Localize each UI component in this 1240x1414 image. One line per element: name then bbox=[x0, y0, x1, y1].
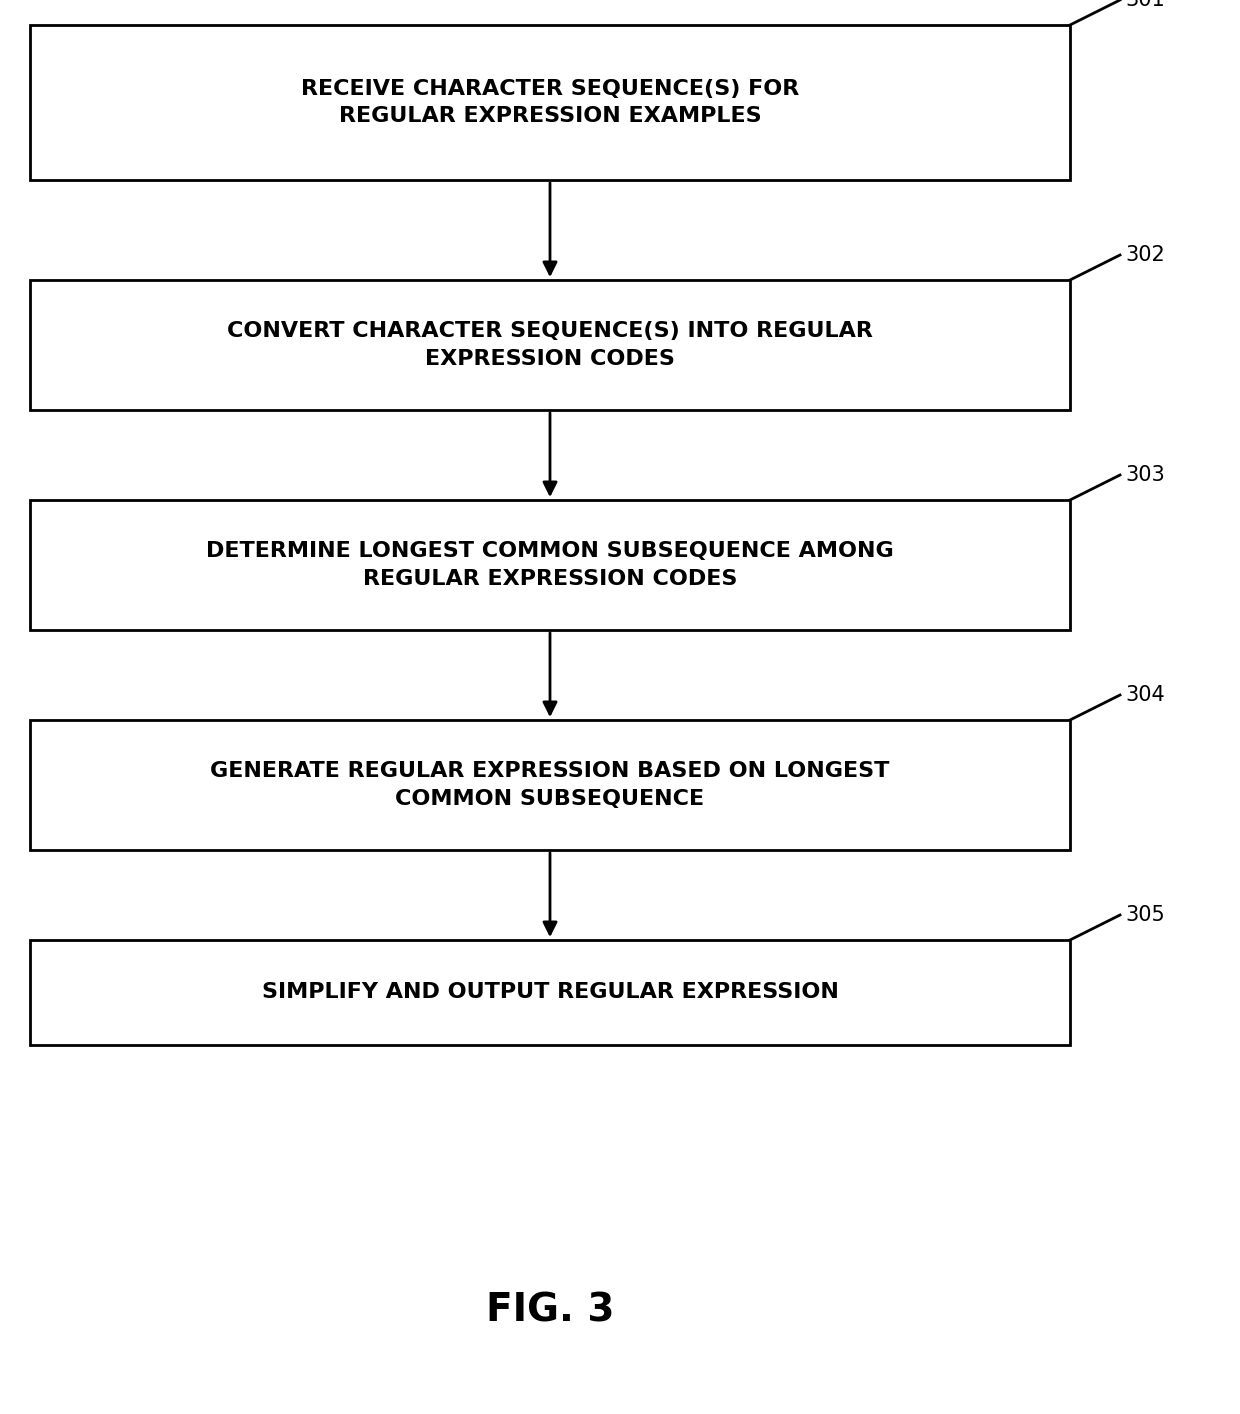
Text: 301: 301 bbox=[1125, 0, 1164, 10]
Text: 304: 304 bbox=[1125, 684, 1164, 706]
Text: CONVERT CHARACTER SEQUENCE(S) INTO REGULAR
EXPRESSION CODES: CONVERT CHARACTER SEQUENCE(S) INTO REGUL… bbox=[227, 321, 873, 369]
Text: 305: 305 bbox=[1125, 905, 1164, 925]
Bar bbox=[30, 25, 1070, 180]
Bar bbox=[30, 720, 1070, 850]
Bar bbox=[30, 940, 1070, 1045]
Bar bbox=[30, 280, 1070, 410]
Bar bbox=[30, 501, 1070, 631]
Text: GENERATE REGULAR EXPRESSION BASED ON LONGEST
COMMON SUBSEQUENCE: GENERATE REGULAR EXPRESSION BASED ON LON… bbox=[211, 761, 889, 809]
Text: SIMPLIFY AND OUTPUT REGULAR EXPRESSION: SIMPLIFY AND OUTPUT REGULAR EXPRESSION bbox=[262, 983, 838, 1003]
Text: 302: 302 bbox=[1125, 245, 1164, 264]
Text: FIG. 3: FIG. 3 bbox=[486, 1291, 614, 1329]
Text: 303: 303 bbox=[1125, 465, 1164, 485]
Text: DETERMINE LONGEST COMMON SUBSEQUENCE AMONG
REGULAR EXPRESSION CODES: DETERMINE LONGEST COMMON SUBSEQUENCE AMO… bbox=[206, 542, 894, 590]
Text: RECEIVE CHARACTER SEQUENCE(S) FOR
REGULAR EXPRESSION EXAMPLES: RECEIVE CHARACTER SEQUENCE(S) FOR REGULA… bbox=[301, 79, 799, 126]
